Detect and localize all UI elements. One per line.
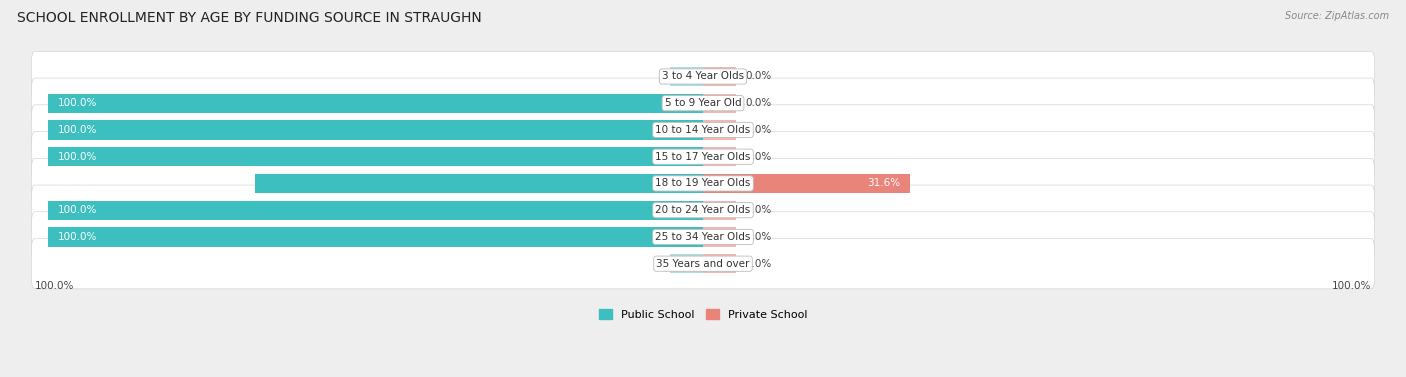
Text: 18 to 19 Year Olds: 18 to 19 Year Olds: [655, 178, 751, 188]
Text: SCHOOL ENROLLMENT BY AGE BY FUNDING SOURCE IN STRAUGHN: SCHOOL ENROLLMENT BY AGE BY FUNDING SOUR…: [17, 11, 482, 25]
Text: 100.0%: 100.0%: [35, 281, 75, 291]
Legend: Public School, Private School: Public School, Private School: [595, 305, 811, 324]
Bar: [48, 147, 703, 166]
Bar: [703, 201, 735, 220]
Text: 0.0%: 0.0%: [745, 125, 772, 135]
Text: 3 to 4 Year Olds: 3 to 4 Year Olds: [662, 72, 744, 81]
FancyBboxPatch shape: [31, 212, 1375, 262]
Text: 10 to 14 Year Olds: 10 to 14 Year Olds: [655, 125, 751, 135]
FancyBboxPatch shape: [31, 158, 1375, 208]
Text: 15 to 17 Year Olds: 15 to 17 Year Olds: [655, 152, 751, 162]
Bar: [703, 227, 735, 247]
Bar: [254, 174, 703, 193]
Text: 0.0%: 0.0%: [745, 259, 772, 269]
Bar: [703, 120, 735, 139]
Text: Source: ZipAtlas.com: Source: ZipAtlas.com: [1285, 11, 1389, 21]
FancyBboxPatch shape: [31, 239, 1375, 289]
Bar: [48, 201, 703, 220]
FancyBboxPatch shape: [31, 51, 1375, 101]
Text: 5 to 9 Year Old: 5 to 9 Year Old: [665, 98, 741, 108]
Bar: [703, 174, 910, 193]
Text: 25 to 34 Year Olds: 25 to 34 Year Olds: [655, 232, 751, 242]
FancyBboxPatch shape: [31, 78, 1375, 128]
Text: 0.0%: 0.0%: [745, 152, 772, 162]
Text: 35 Years and over: 35 Years and over: [657, 259, 749, 269]
Bar: [671, 67, 703, 86]
FancyBboxPatch shape: [31, 132, 1375, 182]
Bar: [48, 227, 703, 247]
Bar: [703, 147, 735, 166]
Text: 0.0%: 0.0%: [745, 232, 772, 242]
Text: 0.0%: 0.0%: [745, 72, 772, 81]
FancyBboxPatch shape: [31, 185, 1375, 235]
Text: 100.0%: 100.0%: [58, 98, 97, 108]
Text: 100.0%: 100.0%: [58, 125, 97, 135]
Text: 0.0%: 0.0%: [745, 98, 772, 108]
Text: 0.0%: 0.0%: [745, 205, 772, 215]
Bar: [671, 254, 703, 273]
Text: 100.0%: 100.0%: [58, 205, 97, 215]
Text: 100.0%: 100.0%: [58, 232, 97, 242]
Text: 31.6%: 31.6%: [868, 178, 900, 188]
Text: 100.0%: 100.0%: [1331, 281, 1371, 291]
Text: 100.0%: 100.0%: [58, 152, 97, 162]
Bar: [48, 93, 703, 113]
Bar: [703, 254, 735, 273]
Text: 20 to 24 Year Olds: 20 to 24 Year Olds: [655, 205, 751, 215]
Text: 0.0%: 0.0%: [664, 72, 690, 81]
FancyBboxPatch shape: [31, 105, 1375, 155]
Bar: [703, 93, 735, 113]
Text: 0.0%: 0.0%: [664, 259, 690, 269]
Bar: [703, 67, 735, 86]
Text: 68.4%: 68.4%: [657, 178, 690, 188]
Bar: [48, 120, 703, 139]
